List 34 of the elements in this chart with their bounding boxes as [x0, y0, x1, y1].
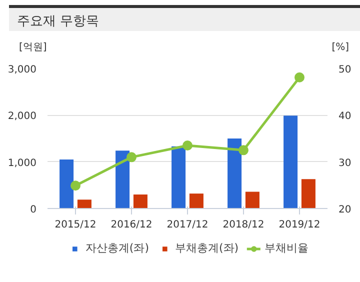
bar [245, 192, 260, 208]
x-tick-label: 2019/12 [278, 220, 320, 230]
y2-tick-label: 30 [338, 158, 352, 169]
bar [301, 179, 316, 208]
y-tick-label: 1,000 [8, 158, 37, 169]
y2-tick-label: 40 [338, 111, 352, 122]
point [70, 180, 80, 191]
bar [116, 150, 130, 208]
bar [228, 138, 242, 208]
x-tick-label: 2018/12 [222, 220, 264, 230]
y2-tick-label: 50 [338, 64, 352, 76]
bar [189, 194, 204, 208]
point [182, 140, 192, 150]
bar [60, 160, 74, 208]
y-tick-label: 0 [30, 204, 37, 216]
x-tick-label: 2017/12 [166, 220, 208, 230]
chart-title: 주요재 무항목 [17, 13, 100, 31]
y-tick-label: 2,000 [8, 111, 37, 122]
bar [284, 116, 298, 208]
y-axis-title: [억원] [19, 41, 47, 55]
point [238, 145, 248, 156]
bar [77, 200, 92, 208]
y2-axis-title: [%] [332, 41, 349, 55]
x-tick-label: 2015/12 [54, 220, 96, 230]
point [294, 72, 304, 82]
x-tick-label: 2016/12 [110, 220, 152, 230]
point [126, 152, 136, 162]
y-tick-label: 3,000 [8, 64, 37, 76]
legend-label: 자산총계(좌) [85, 240, 149, 256]
legend-label: 부채총계(좌) [175, 240, 239, 256]
bar [133, 194, 148, 208]
y2-tick-label: 20 [338, 204, 352, 216]
bar [172, 146, 186, 208]
legend-label: 부채비율 [264, 240, 309, 256]
